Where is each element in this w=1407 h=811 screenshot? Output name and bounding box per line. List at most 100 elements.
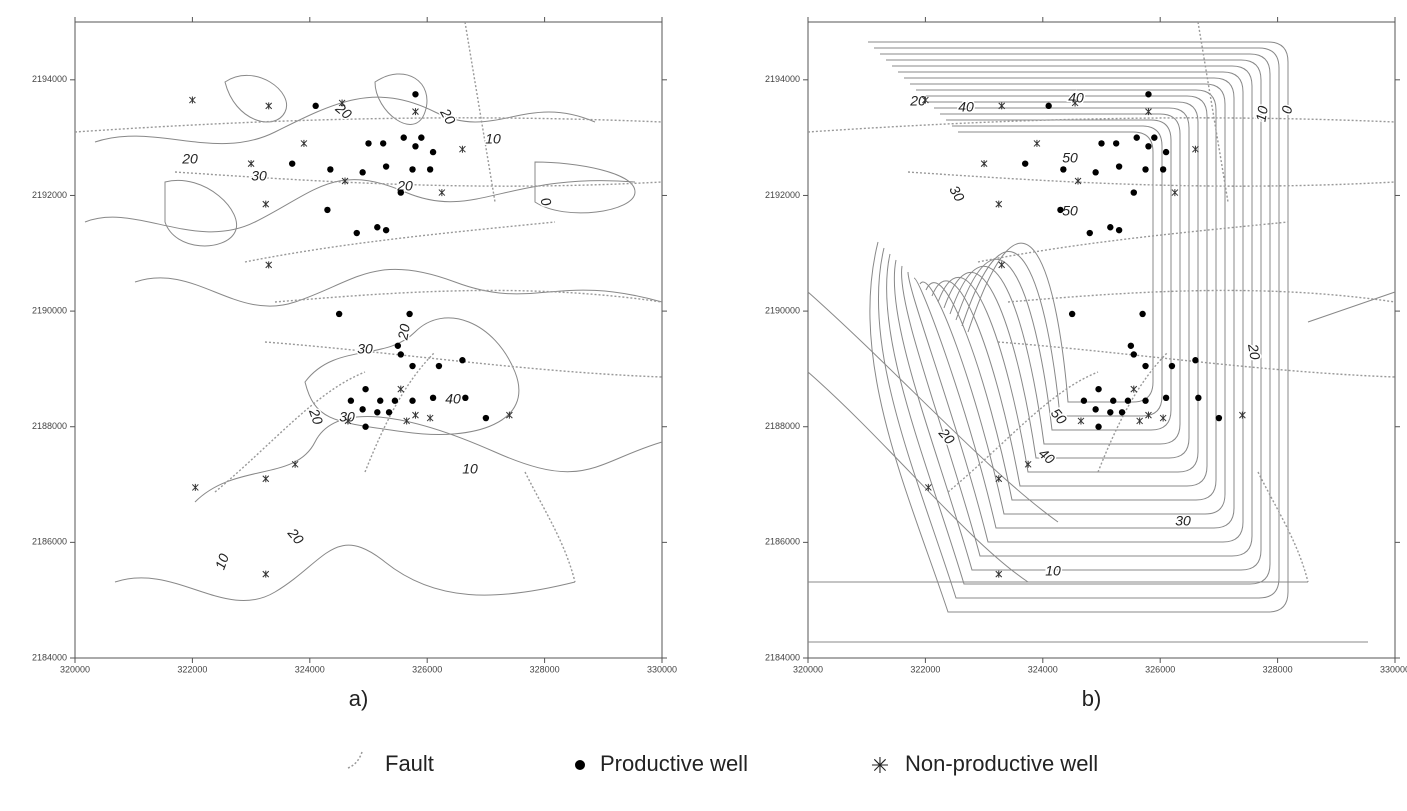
productive-symbol — [575, 760, 585, 770]
non-productive-well — [342, 178, 348, 185]
non-productive-well — [427, 415, 433, 422]
non-productive-well — [1131, 386, 1137, 393]
contour-label: 20 — [437, 105, 459, 128]
productive-well — [1151, 134, 1157, 140]
non-productive-well — [192, 484, 198, 491]
contour-line — [165, 180, 237, 246]
productive-well — [1081, 398, 1087, 404]
productive-well — [395, 343, 401, 349]
contour-label: 50 — [1062, 150, 1078, 166]
non-productive-well — [398, 386, 404, 393]
productive-well — [374, 409, 380, 415]
productive-well — [430, 395, 436, 401]
productive-well — [1095, 386, 1101, 392]
non-productive-symbol: ✳ — [871, 753, 889, 778]
non-productive-well — [263, 475, 269, 482]
non-productive-well — [248, 160, 254, 167]
y-tick-label: 2194000 — [32, 74, 67, 84]
productive-well — [1069, 311, 1075, 317]
contour-line — [85, 180, 635, 232]
contour-line — [135, 269, 662, 306]
contour-line — [195, 417, 662, 502]
y-tick-label: 2188000 — [32, 421, 67, 431]
contour-label: 20 — [284, 524, 307, 547]
fault-line — [275, 290, 662, 302]
contour-label: 10 — [212, 551, 232, 571]
x-tick-label: 324000 — [1028, 664, 1058, 674]
non-productive-well — [266, 102, 272, 109]
non-productive-well — [1075, 178, 1081, 185]
y-tick-label: 2194000 — [765, 74, 800, 84]
x-tick-label: 328000 — [1263, 664, 1293, 674]
x-tick-label: 324000 — [295, 664, 325, 674]
non-productive-well — [996, 571, 1002, 578]
non-productive-well — [263, 571, 269, 578]
non-productive-well — [189, 97, 195, 104]
contour-label: 10 — [1045, 563, 1061, 579]
non-productive-well — [1078, 417, 1084, 424]
fault-line — [215, 372, 365, 492]
contour-line — [880, 54, 1270, 584]
y-tick-label: 2186000 — [765, 537, 800, 547]
productive-well — [1095, 424, 1101, 430]
contour-label: 30 — [357, 341, 373, 357]
non-productive-well — [1160, 415, 1166, 422]
contour-label: 20 — [1245, 342, 1264, 361]
productive-well — [1119, 409, 1125, 415]
productive-well — [365, 140, 371, 146]
non-productive-well — [981, 160, 987, 167]
y-tick-label: 2192000 — [32, 190, 67, 200]
legend-label: Non-productive well — [905, 751, 1098, 776]
non-productive-well — [1137, 417, 1143, 424]
non-productive-well — [1239, 412, 1245, 419]
productive-well — [412, 91, 418, 97]
legend-label: Productive well — [600, 751, 748, 776]
non-productive-well — [266, 261, 272, 268]
productive-well — [436, 363, 442, 369]
productive-well — [1092, 169, 1098, 175]
productive-well — [483, 415, 489, 421]
non-productive-well — [996, 475, 1002, 482]
productive-well — [362, 424, 368, 430]
y-tick-label: 2190000 — [765, 305, 800, 315]
fault-line — [245, 222, 555, 262]
productive-well — [392, 398, 398, 404]
productive-well — [409, 166, 415, 172]
fault-line — [1008, 290, 1395, 302]
productive-well — [409, 398, 415, 404]
fault-line — [978, 222, 1288, 262]
productive-well — [1107, 409, 1113, 415]
productive-well — [1022, 160, 1028, 166]
contour-label: 0 — [537, 195, 555, 208]
contour-label: 40 — [445, 391, 461, 407]
fault-symbol — [348, 752, 362, 768]
x-tick-label: 320000 — [793, 664, 823, 674]
productive-well — [1107, 224, 1113, 230]
productive-well — [1125, 398, 1131, 404]
y-tick-label: 2186000 — [32, 537, 67, 547]
productive-well — [427, 166, 433, 172]
productive-well — [1116, 163, 1122, 169]
productive-well — [383, 163, 389, 169]
non-productive-well — [459, 146, 465, 153]
productive-well — [398, 351, 404, 357]
contour-line — [910, 84, 1225, 514]
contour-label: 20 — [306, 406, 327, 427]
productive-well — [1142, 166, 1148, 172]
contour-label: 30 — [1175, 513, 1191, 529]
productive-well — [1145, 143, 1151, 149]
productive-well — [377, 398, 383, 404]
contour-line — [115, 545, 575, 600]
productive-well — [380, 140, 386, 146]
productive-well — [1110, 398, 1116, 404]
productive-well — [462, 395, 468, 401]
contours — [808, 22, 1395, 642]
contour-label: 40 — [958, 99, 974, 115]
productive-well — [1116, 227, 1122, 233]
productive-well — [409, 363, 415, 369]
productive-well — [1142, 363, 1148, 369]
non-productive-well — [263, 201, 269, 208]
contour-label: 0 — [1278, 104, 1295, 115]
non-productive-well — [999, 261, 1005, 268]
